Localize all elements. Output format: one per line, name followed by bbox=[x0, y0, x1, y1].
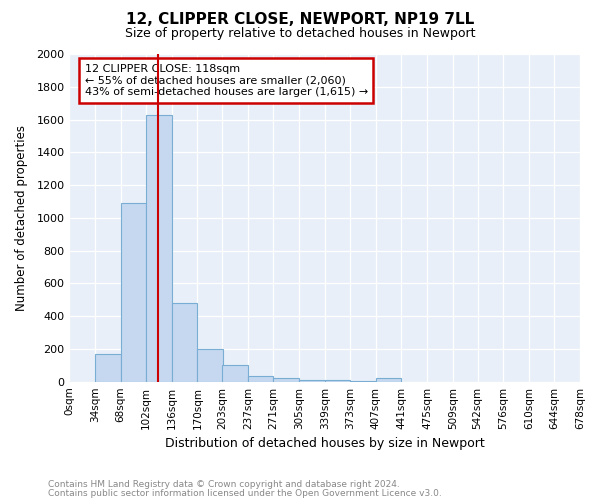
Bar bbox=[121, 203, 146, 382]
Bar bbox=[172, 303, 197, 382]
Bar bbox=[95, 354, 121, 382]
Text: 12 CLIPPER CLOSE: 118sqm
← 55% of detached houses are smaller (2,060)
43% of sem: 12 CLIPPER CLOSE: 118sqm ← 55% of detach… bbox=[85, 64, 368, 97]
Y-axis label: Number of detached properties: Number of detached properties bbox=[15, 125, 28, 311]
Bar bbox=[222, 366, 248, 382]
Text: Contains public sector information licensed under the Open Government Licence v3: Contains public sector information licen… bbox=[48, 488, 442, 498]
Bar bbox=[197, 349, 223, 382]
X-axis label: Distribution of detached houses by size in Newport: Distribution of detached houses by size … bbox=[165, 437, 485, 450]
Text: 12, CLIPPER CLOSE, NEWPORT, NP19 7LL: 12, CLIPPER CLOSE, NEWPORT, NP19 7LL bbox=[126, 12, 474, 28]
Bar bbox=[325, 380, 350, 382]
Bar bbox=[146, 114, 172, 382]
Bar bbox=[376, 378, 401, 382]
Bar bbox=[350, 381, 376, 382]
Text: Size of property relative to detached houses in Newport: Size of property relative to detached ho… bbox=[125, 28, 475, 40]
Bar bbox=[248, 376, 274, 382]
Bar bbox=[299, 380, 325, 382]
Text: Contains HM Land Registry data © Crown copyright and database right 2024.: Contains HM Land Registry data © Crown c… bbox=[48, 480, 400, 489]
Bar bbox=[274, 378, 299, 382]
